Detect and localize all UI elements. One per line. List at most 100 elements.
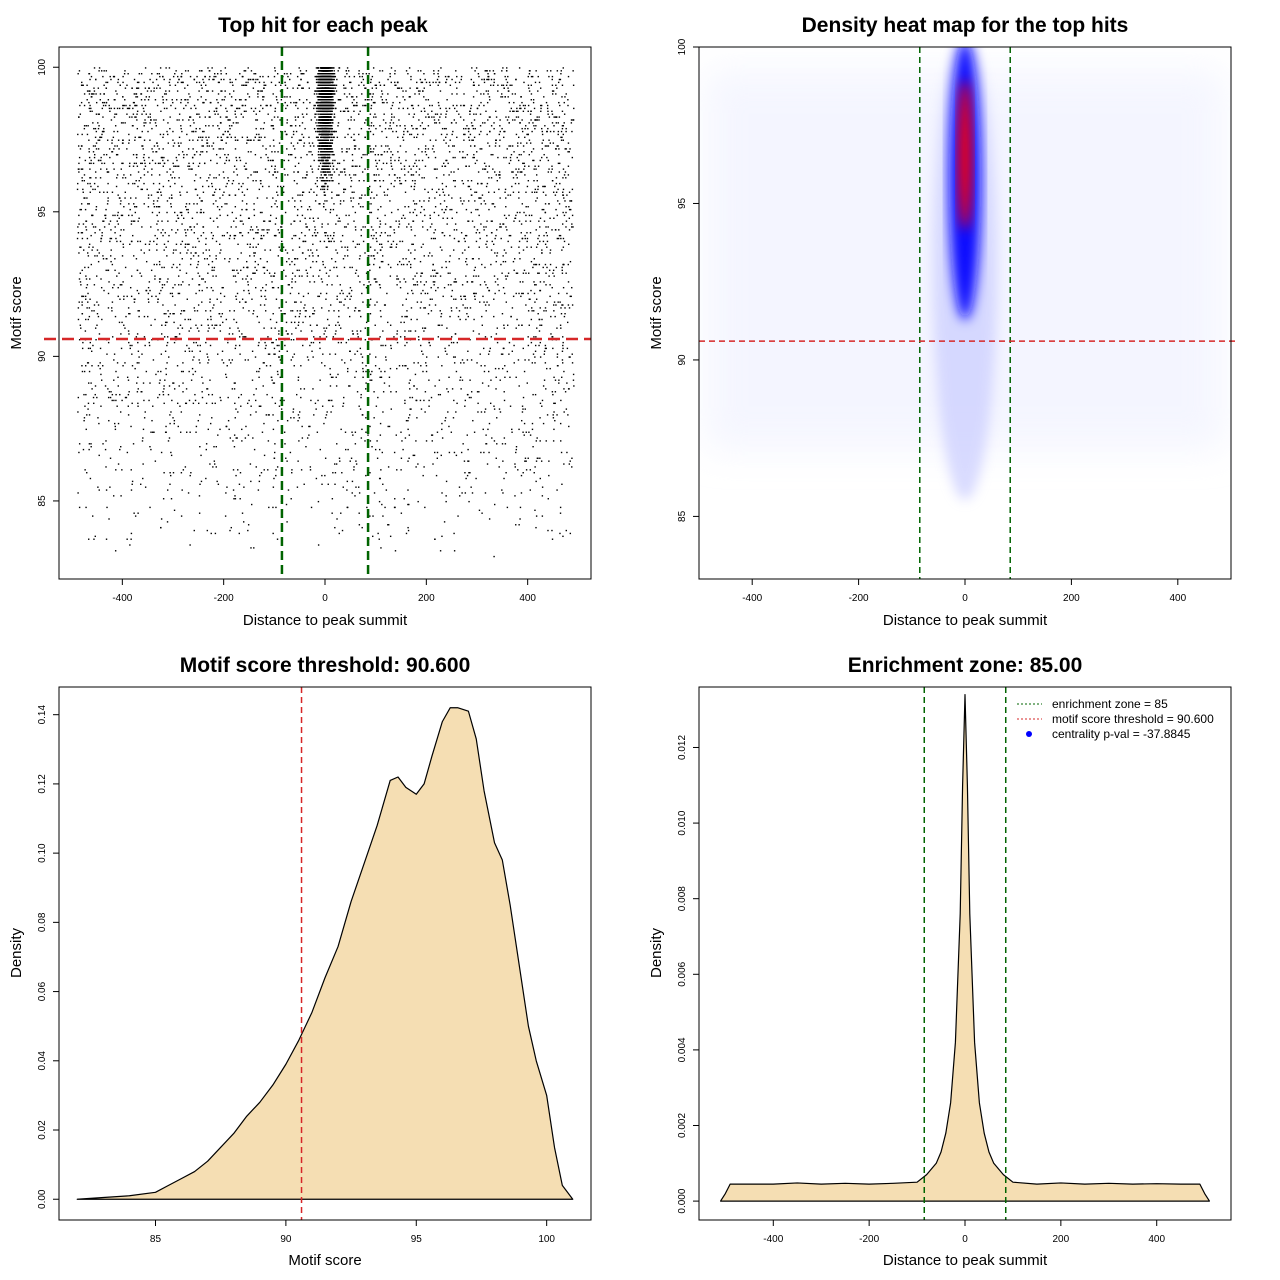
scatter-point: [223, 99, 225, 101]
scatter-point: [548, 168, 550, 170]
scatter-point: [520, 474, 523, 477]
scatter-point: [300, 232, 303, 234]
scatter-point: [219, 324, 221, 326]
scatter-point: [293, 101, 295, 104]
scatter-point: [173, 142, 176, 144]
scatter-point: [180, 214, 183, 217]
scatter-point: [274, 443, 276, 445]
scatter-point: [533, 292, 536, 295]
scatter-point: [462, 104, 465, 107]
scatter-point: [86, 284, 89, 286]
scatter-point: [181, 240, 184, 243]
scatter-point: [314, 226, 316, 228]
scatter-point: [342, 84, 345, 86]
scatter-point: [412, 220, 415, 222]
scatter-point: [262, 75, 264, 78]
scatter-point: [80, 101, 83, 104]
scatter-point: [435, 272, 438, 274]
scatter-point: [312, 275, 314, 277]
scatter-point: [561, 125, 564, 127]
scatter-point: [460, 78, 462, 81]
scatter-point: [520, 96, 522, 98]
scatter-point: [403, 133, 405, 136]
scatter-point: [262, 145, 264, 147]
scatter-point: [273, 477, 275, 480]
scatter-point: [113, 148, 115, 150]
scatter-point: [454, 180, 456, 182]
scatter-point: [161, 266, 163, 269]
scatter-point: [411, 289, 413, 292]
scatter-point: [561, 269, 563, 272]
scatter-point: [380, 243, 383, 246]
scatter-point: [197, 255, 200, 257]
scatter-point: [498, 466, 500, 468]
scatter-point: [283, 431, 286, 433]
scatter-point: [167, 122, 169, 124]
scatter-point: [198, 240, 200, 243]
scatter-point: [552, 393, 554, 396]
scatter-point: [88, 370, 91, 373]
scatter-point: [406, 107, 409, 110]
scatter-point: [234, 234, 237, 237]
scatter-point: [293, 353, 296, 355]
scatter-point: [409, 379, 411, 381]
scatter-point: [437, 214, 440, 217]
scatter-point: [217, 101, 219, 104]
scatter-point: [417, 463, 419, 465]
scatter-point: [215, 255, 217, 257]
scatter-point: [537, 90, 539, 92]
scatter-point: [522, 292, 524, 295]
scatter-point: [379, 434, 382, 436]
scatter-point: [87, 362, 90, 364]
scatter-point: [93, 90, 96, 92]
scatter-point: [106, 506, 108, 509]
scatter-point: [539, 356, 542, 358]
scatter-point: [90, 382, 92, 384]
scatter-point: [294, 125, 297, 127]
scatter-point: [302, 344, 304, 347]
scatter-point: [180, 515, 183, 517]
scatter-point: [532, 159, 534, 162]
scatter-point: [237, 411, 239, 413]
scatter-point: [296, 486, 299, 488]
scatter-point: [260, 182, 262, 185]
scatter-point: [137, 310, 139, 312]
scatter-point: [271, 119, 273, 121]
scatter-point: [172, 313, 174, 315]
scatter-point: [192, 119, 194, 121]
scatter-point: [408, 457, 410, 459]
scatter-point: [375, 84, 378, 86]
scatter-point: [532, 122, 534, 124]
scatter-point: [422, 127, 425, 130]
scatter-point: [467, 130, 470, 133]
scatter-point: [88, 156, 91, 159]
scatter-point: [274, 223, 277, 225]
scatter-point: [244, 70, 247, 72]
scatter-point: [462, 156, 464, 159]
scatter-point: [167, 180, 170, 182]
scatter-point: [385, 359, 387, 361]
scatter-point: [296, 87, 299, 89]
scatter-point: [178, 136, 181, 139]
scatter-point: [302, 177, 304, 179]
scatter-point: [153, 119, 155, 121]
scatter-point: [465, 260, 467, 263]
scatter-point: [534, 350, 537, 352]
scatter-point: [235, 116, 237, 118]
scatter-point: [152, 405, 154, 407]
scatter-point: [432, 81, 434, 84]
scatter-point: [195, 151, 198, 153]
scatter-point: [369, 298, 372, 300]
scatter-point: [534, 284, 536, 286]
scatter-point: [217, 226, 219, 228]
scatter-point: [424, 292, 427, 295]
scatter-point: [314, 402, 317, 405]
scatter-point: [518, 324, 520, 326]
scatter-point: [541, 318, 543, 321]
scatter-point: [334, 159, 336, 162]
scatter-point: [105, 104, 107, 107]
scatter-point: [473, 226, 476, 228]
scatter-point: [557, 188, 559, 191]
scatter-point: [324, 365, 326, 367]
scatter-point: [171, 197, 173, 199]
